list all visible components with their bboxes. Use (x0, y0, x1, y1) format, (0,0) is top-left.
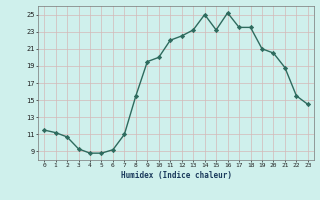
X-axis label: Humidex (Indice chaleur): Humidex (Indice chaleur) (121, 171, 231, 180)
